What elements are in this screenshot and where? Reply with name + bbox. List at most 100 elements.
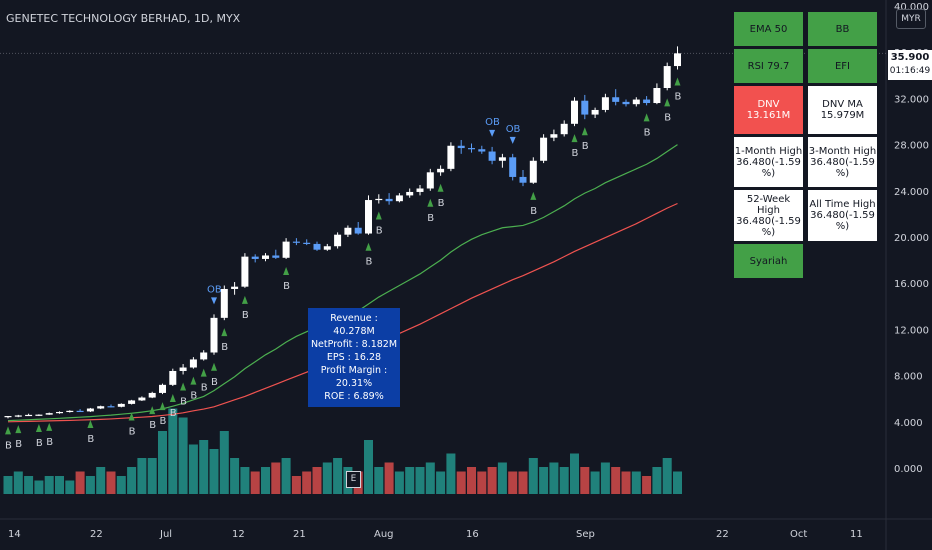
- y-tick-label: 20.000: [894, 233, 929, 244]
- volume-bar: [611, 467, 621, 494]
- y-tick-label: 32.000: [894, 94, 929, 105]
- buy-signal-label: B: [87, 434, 94, 445]
- buy-signal-arrow: [180, 382, 187, 391]
- candle-body: [282, 241, 290, 258]
- candle-body: [437, 168, 445, 173]
- candle-body: [519, 176, 527, 183]
- month1-high-cell: 1-Month High 36.480(-1.59 %): [733, 136, 804, 188]
- buy-signal-arrow: [674, 77, 681, 86]
- volume-bar: [673, 471, 682, 494]
- x-tick-label: Jul: [159, 529, 172, 540]
- candle-body: [468, 148, 475, 150]
- volume-bar: [477, 471, 487, 494]
- buy-signal-label: B: [438, 198, 445, 209]
- candle-body: [313, 243, 321, 250]
- last-price-label: 35.900 01:16:49: [888, 50, 932, 80]
- eps-text: EPS : 16.28: [326, 352, 382, 363]
- volume-bar: [446, 453, 456, 494]
- candle-body: [14, 415, 22, 417]
- y-tick-label: 24.000: [894, 187, 929, 198]
- buy-signal-arrow: [211, 362, 217, 371]
- buy-signal-label: B: [376, 226, 383, 237]
- candle-body: [416, 188, 424, 192]
- buy-signal-arrow: [169, 393, 176, 402]
- net-profit-text: NetProfit : 8.182M: [310, 339, 398, 350]
- buy-signal-arrow: [530, 191, 537, 200]
- candle-body: [241, 256, 249, 287]
- ema50-label: EMA 50: [749, 23, 788, 35]
- candle-body: [66, 410, 74, 413]
- buy-signal-arrow: [643, 113, 650, 122]
- volume-bar: [631, 471, 641, 494]
- overbought-arrow: [509, 136, 516, 144]
- candle-body: [231, 286, 239, 289]
- revenue-text: Revenue : 40.278M: [330, 313, 378, 337]
- currency-button[interactable]: MYR: [896, 9, 926, 29]
- candle-body: [262, 255, 269, 259]
- volume-bar: [96, 467, 106, 494]
- buy-signal-label: B: [572, 148, 579, 159]
- candle-body: [323, 246, 331, 250]
- candle-body: [25, 414, 33, 417]
- all-time-high-value: 36.480(-1.59 %): [810, 210, 875, 232]
- volume-bar: [106, 471, 116, 494]
- candle-body: [653, 88, 661, 104]
- volume-bar: [487, 467, 497, 494]
- candle-body: [220, 288, 228, 318]
- buy-signal-arrow: [149, 406, 156, 415]
- overbought-label: OB: [485, 117, 500, 128]
- candle-body: [632, 99, 640, 105]
- buy-signal-label: B: [160, 416, 167, 427]
- buy-signal-arrow: [128, 412, 135, 421]
- overbought-label: OB: [207, 284, 222, 295]
- candle-body: [128, 400, 136, 404]
- volume-bar: [271, 462, 281, 494]
- candle-body: [395, 195, 403, 202]
- volume-bar: [549, 462, 559, 494]
- candle-body: [189, 359, 197, 368]
- volume-bar: [158, 431, 167, 494]
- candle-body: [86, 408, 94, 412]
- x-tick-label: Sep: [576, 529, 595, 540]
- candle-body: [560, 123, 568, 135]
- volume-bar: [652, 467, 662, 494]
- buy-signal-arrow: [283, 266, 290, 275]
- volume-bar: [137, 458, 147, 494]
- candle-body: [148, 392, 156, 398]
- ema50-cell: EMA 50: [733, 11, 804, 47]
- candle-body: [591, 109, 599, 115]
- volume-bar: [621, 471, 631, 494]
- candle-body: [303, 242, 311, 244]
- volume-bar: [302, 471, 312, 494]
- overbought-label: OB: [506, 124, 521, 135]
- candle-body: [179, 367, 187, 371]
- month3-high-value: 36.480(-1.59 %): [810, 156, 875, 179]
- buy-signal-label: B: [190, 391, 197, 402]
- symbol-title: GENETEC TECHNOLOGY BERHAD, 1D, MYX: [6, 12, 241, 25]
- buy-signal-label: B: [170, 408, 177, 419]
- candle-body: [365, 200, 372, 234]
- buy-signal-arrow: [427, 198, 434, 207]
- buy-signal-arrow: [664, 98, 671, 107]
- x-tick-label: Oct: [790, 529, 807, 540]
- rsi-cell: RSI 79.7: [733, 48, 804, 84]
- candle-body: [540, 137, 548, 161]
- volume-bar: [456, 471, 466, 494]
- volume-bar: [209, 449, 219, 494]
- buy-signal-label: B: [664, 112, 671, 123]
- volume-bar: [425, 462, 435, 494]
- volume-bar: [147, 458, 157, 494]
- candle-body: [447, 145, 455, 169]
- volume-bar: [116, 476, 126, 494]
- earnings-marker[interactable]: E: [346, 471, 361, 488]
- buy-signal-label: B: [211, 377, 218, 388]
- buy-signal-label: B: [5, 440, 12, 451]
- dnv-cell: DNV 13.161M: [733, 85, 804, 135]
- candle-body: [643, 99, 651, 104]
- buy-signal-label: B: [530, 206, 537, 217]
- x-tick-label: Aug: [374, 529, 394, 540]
- x-tick-label: 16: [466, 529, 479, 540]
- x-tick-label: 12: [232, 529, 245, 540]
- y-tick-label: 12.000: [894, 325, 929, 336]
